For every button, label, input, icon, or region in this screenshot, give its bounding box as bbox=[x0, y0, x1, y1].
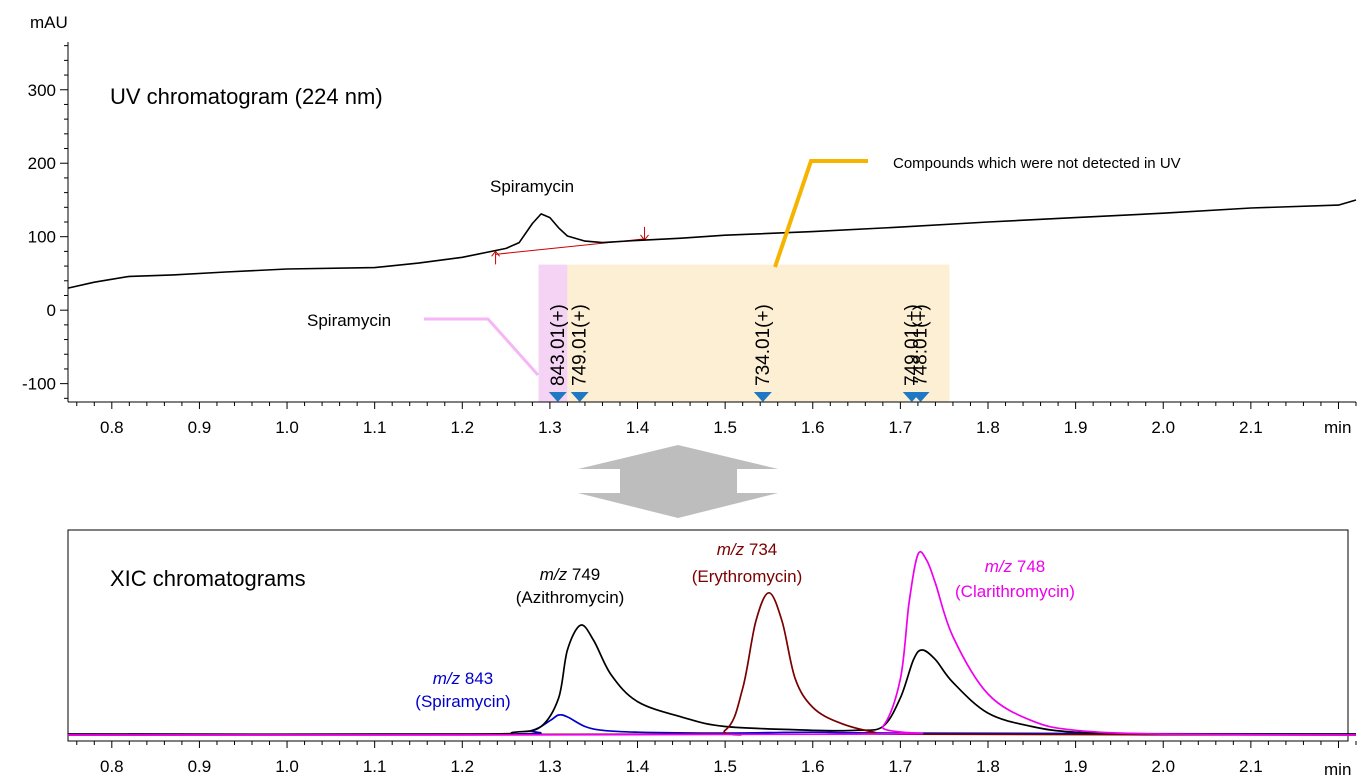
mz734-prefix: m/z bbox=[717, 540, 745, 559]
mz748-name: (Clarithromycin) bbox=[955, 582, 1075, 601]
uv-x-tick-label: 2.1 bbox=[1239, 418, 1263, 437]
xic-x-tick-label: 1.1 bbox=[363, 757, 387, 776]
xic-x-tick-label: 1.7 bbox=[889, 757, 913, 776]
xic-x-tick-label: 1.6 bbox=[801, 757, 825, 776]
annotation-mz749: m/z 749 (Azithromycin) bbox=[516, 565, 625, 607]
mz749-name: (Azithromycin) bbox=[516, 588, 625, 607]
xic-x-tick-label: 2.0 bbox=[1151, 757, 1175, 776]
svg-text:m/z 749: m/z 749 bbox=[540, 565, 600, 584]
double-arrow-icon bbox=[578, 445, 778, 518]
uv-chart-title: UV chromatogram (224 nm) bbox=[110, 84, 383, 109]
ms-marker-triangle bbox=[548, 392, 567, 402]
uv-y-tick-label: 200 bbox=[28, 154, 56, 173]
uv-x-unit-label: min bbox=[1324, 418, 1351, 437]
not-detected-callout-line bbox=[773, 159, 868, 268]
xic-x-tick-label: 0.8 bbox=[100, 757, 124, 776]
uv-y-tick-label: 0 bbox=[47, 301, 56, 320]
ms-marker-label: 748.01(+) bbox=[911, 304, 932, 386]
ms-marker-label: 749.01(+) bbox=[902, 304, 923, 386]
annotation-mz843: m/z 843 (Spiramycin) bbox=[415, 669, 510, 711]
uv-x-tick-label: 1.6 bbox=[801, 418, 825, 437]
uv-x-tick-label: 1.9 bbox=[1064, 418, 1088, 437]
uv-y-axis-label: mAU bbox=[30, 13, 68, 32]
uv-trace bbox=[67, 199, 1357, 289]
mz843-name: (Spiramycin) bbox=[415, 692, 510, 711]
ms-marker-triangle bbox=[911, 392, 930, 402]
xic-x-tick-label: 1.5 bbox=[713, 757, 737, 776]
annotation-mz748: m/z 748 (Clarithromycin) bbox=[955, 557, 1075, 601]
mz843-value: 843 bbox=[460, 669, 493, 688]
uv-x-tick-label: 1.7 bbox=[889, 418, 913, 437]
uv-x-tick-label: 0.8 bbox=[100, 418, 124, 437]
mz734-value: 734 bbox=[744, 540, 777, 559]
svg-text:m/z 734: m/z 734 bbox=[717, 540, 777, 559]
uv-peak-label: Spiramycin bbox=[490, 177, 574, 196]
uv-x-tick-label: 1.3 bbox=[538, 418, 562, 437]
xic-x-tick-label: 0.9 bbox=[188, 757, 212, 776]
baseline-start-marker bbox=[491, 250, 500, 265]
ms-marker-triangle bbox=[753, 392, 772, 402]
uv-chromatogram-chart: 300 200 100 0 -100 0.8 0.9 1.0 1.1 1.2 1.3 1.4 1.5 1… bbox=[22, 13, 1357, 437]
not-detected-callout-text: Compounds which were not detected in UV bbox=[893, 155, 1181, 172]
spiramycin-callout-line bbox=[424, 317, 540, 376]
ms-marker-label: 734.01(+) bbox=[753, 304, 774, 386]
svg-text:m/z 843: m/z 843 bbox=[433, 669, 493, 688]
xic-series-line bbox=[67, 550, 1357, 736]
xic-chart-title: XIC chromatograms bbox=[110, 566, 306, 591]
uv-integration-baseline bbox=[491, 226, 649, 265]
mz734-name: (Erythromycin) bbox=[692, 567, 803, 586]
mz749-prefix: m/z bbox=[540, 565, 568, 584]
xic-x-tick-label: 1.9 bbox=[1064, 757, 1088, 776]
xic-x-tick-label: 2.1 bbox=[1239, 757, 1263, 776]
uv-y-tick-label: -100 bbox=[22, 375, 56, 394]
xic-frame bbox=[67, 529, 1349, 742]
uv-x-tick-label: 1.0 bbox=[275, 418, 299, 437]
uv-x-ticks: 0.8 0.9 1.0 1.1 1.2 1.3 1.4 1.5 1.6 1.7 1.8 1.9 2.0 2… bbox=[76, 402, 1357, 437]
uv-x-tick-label: 1.5 bbox=[713, 418, 737, 437]
mz843-prefix: m/z bbox=[433, 669, 461, 688]
uv-x-tick-label: 0.9 bbox=[188, 418, 212, 437]
uv-highlight-region-1 bbox=[567, 264, 950, 402]
xic-x-tick-label: 1.0 bbox=[275, 757, 299, 776]
xic-x-ticks: 0.8 0.9 1.0 1.1 1.2 1.3 1.4 1.5 1.6 1.7 1.8 1.9 2.0 2… bbox=[76, 741, 1357, 776]
spiramycin-callout-label: Spiramycin bbox=[307, 311, 391, 330]
xic-series-line bbox=[67, 591, 1357, 736]
uv-x-tick-label: 1.8 bbox=[976, 418, 1000, 437]
uv-highlight-regions bbox=[538, 264, 950, 402]
annotation-mz734: m/z 734 (Erythromycin) bbox=[692, 540, 803, 586]
uv-highlight-region-0 bbox=[538, 264, 568, 402]
uv-y-tick-label: 100 bbox=[28, 228, 56, 247]
xic-x-tick-label: 1.3 bbox=[538, 757, 562, 776]
xic-traces bbox=[67, 550, 1357, 736]
xic-x-tick-label: 1.8 bbox=[976, 757, 1000, 776]
uv-x-tick-label: 2.0 bbox=[1151, 418, 1175, 437]
uv-x-tick-label: 1.2 bbox=[450, 418, 474, 437]
xic-x-unit-label: min bbox=[1324, 760, 1351, 777]
xic-chromatograms-chart: 0.8 0.9 1.0 1.1 1.2 1.3 1.4 1.5 1.6 1.7 1.8 1.9 2.0 2… bbox=[67, 529, 1357, 777]
xic-series-line bbox=[67, 624, 1357, 736]
mz749-value: 749 bbox=[567, 565, 600, 584]
ms-marker-label: 749.01(+) bbox=[570, 304, 591, 386]
mz748-prefix: m/z bbox=[985, 557, 1013, 576]
xic-x-tick-label: 1.2 bbox=[450, 757, 474, 776]
uv-ms-markers: 843.01(+) 749.01(+) 734.01(+) 749.01(+)748.… bbox=[548, 304, 932, 402]
baseline-end-marker bbox=[640, 226, 649, 241]
xic-x-tick-label: 1.4 bbox=[626, 757, 650, 776]
mz748-value: 748 bbox=[1012, 557, 1045, 576]
ms-marker-label: 843.01(+) bbox=[548, 304, 569, 386]
uv-y-ticks: 300 200 100 0 -100 bbox=[22, 45, 68, 399]
uv-y-tick-label: 300 bbox=[28, 81, 56, 100]
uv-x-tick-label: 1.1 bbox=[363, 418, 387, 437]
uv-x-tick-label: 1.4 bbox=[626, 418, 650, 437]
uv-series-line bbox=[67, 199, 1357, 289]
svg-text:m/z 748: m/z 748 bbox=[985, 557, 1045, 576]
ms-marker-triangle bbox=[570, 392, 589, 402]
